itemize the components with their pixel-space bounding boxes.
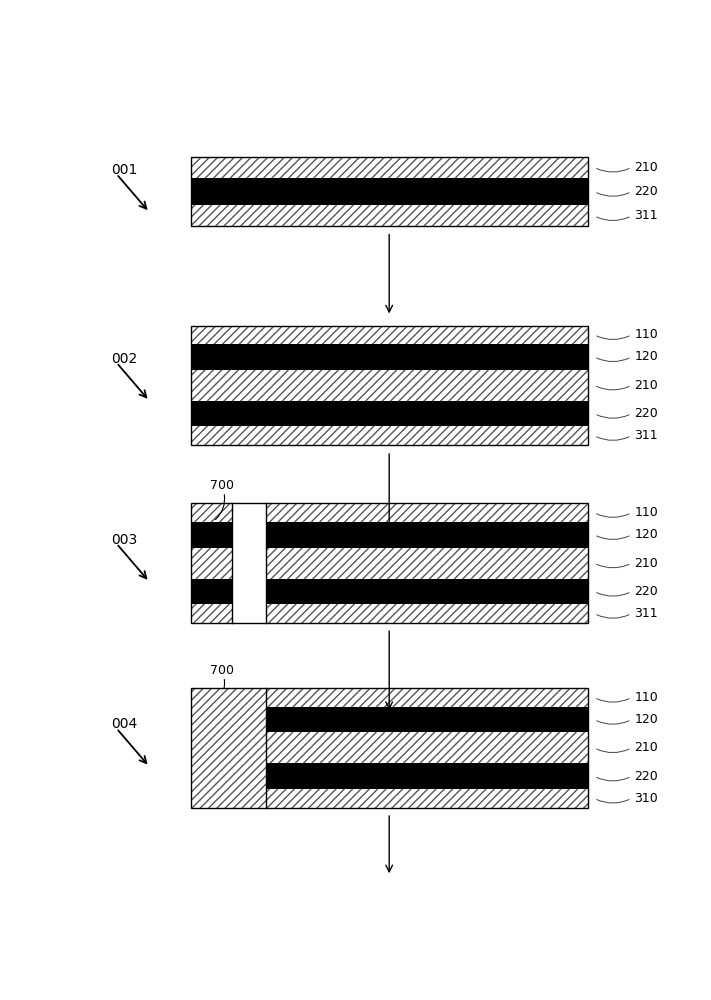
Bar xyxy=(191,205,587,226)
Bar xyxy=(191,579,266,604)
Text: 311: 311 xyxy=(634,429,658,442)
Bar xyxy=(191,426,587,445)
Bar xyxy=(266,579,587,604)
Bar xyxy=(266,522,587,548)
Bar xyxy=(266,707,587,732)
Text: 220: 220 xyxy=(634,185,658,198)
Bar xyxy=(191,707,266,732)
Bar xyxy=(191,604,266,623)
Bar xyxy=(191,503,587,623)
Bar xyxy=(266,503,587,522)
Bar xyxy=(191,688,587,808)
Text: 110: 110 xyxy=(634,691,658,704)
Text: 120: 120 xyxy=(634,350,658,363)
Text: 120: 120 xyxy=(634,528,658,541)
Bar xyxy=(191,157,587,226)
Bar xyxy=(191,370,587,401)
Text: 220: 220 xyxy=(634,407,658,420)
Text: 220: 220 xyxy=(634,585,658,598)
Bar xyxy=(191,522,266,548)
Text: 700: 700 xyxy=(210,664,234,677)
Bar xyxy=(266,763,587,789)
Bar xyxy=(191,344,587,370)
Bar xyxy=(191,157,587,178)
Bar xyxy=(266,789,587,808)
Text: 003: 003 xyxy=(111,533,137,547)
Text: 210: 210 xyxy=(634,161,658,174)
Text: 110: 110 xyxy=(634,506,658,519)
Bar xyxy=(191,326,587,445)
Bar xyxy=(191,688,266,808)
Text: 210: 210 xyxy=(634,741,658,754)
Text: 210: 210 xyxy=(634,379,658,392)
Text: 311: 311 xyxy=(634,607,658,620)
Text: 220: 220 xyxy=(634,770,658,783)
Text: 210: 210 xyxy=(634,557,658,570)
Text: 004: 004 xyxy=(111,717,137,731)
Bar xyxy=(191,688,266,707)
Text: 700: 700 xyxy=(210,479,234,492)
Text: 002: 002 xyxy=(111,352,137,366)
Bar xyxy=(266,548,587,579)
Text: 110: 110 xyxy=(634,328,658,341)
Bar xyxy=(191,763,266,789)
Bar xyxy=(191,401,587,426)
Text: 120: 120 xyxy=(634,713,658,726)
Bar xyxy=(266,604,587,623)
Bar xyxy=(191,732,266,763)
Bar xyxy=(191,789,266,808)
Bar xyxy=(191,548,266,579)
Bar xyxy=(191,326,587,344)
Text: 310: 310 xyxy=(634,792,658,805)
Bar xyxy=(191,178,587,205)
Bar xyxy=(191,503,266,522)
Bar xyxy=(266,732,587,763)
Bar xyxy=(266,688,587,707)
Bar xyxy=(232,503,266,623)
Text: 001: 001 xyxy=(111,163,137,177)
Text: 311: 311 xyxy=(634,209,658,222)
